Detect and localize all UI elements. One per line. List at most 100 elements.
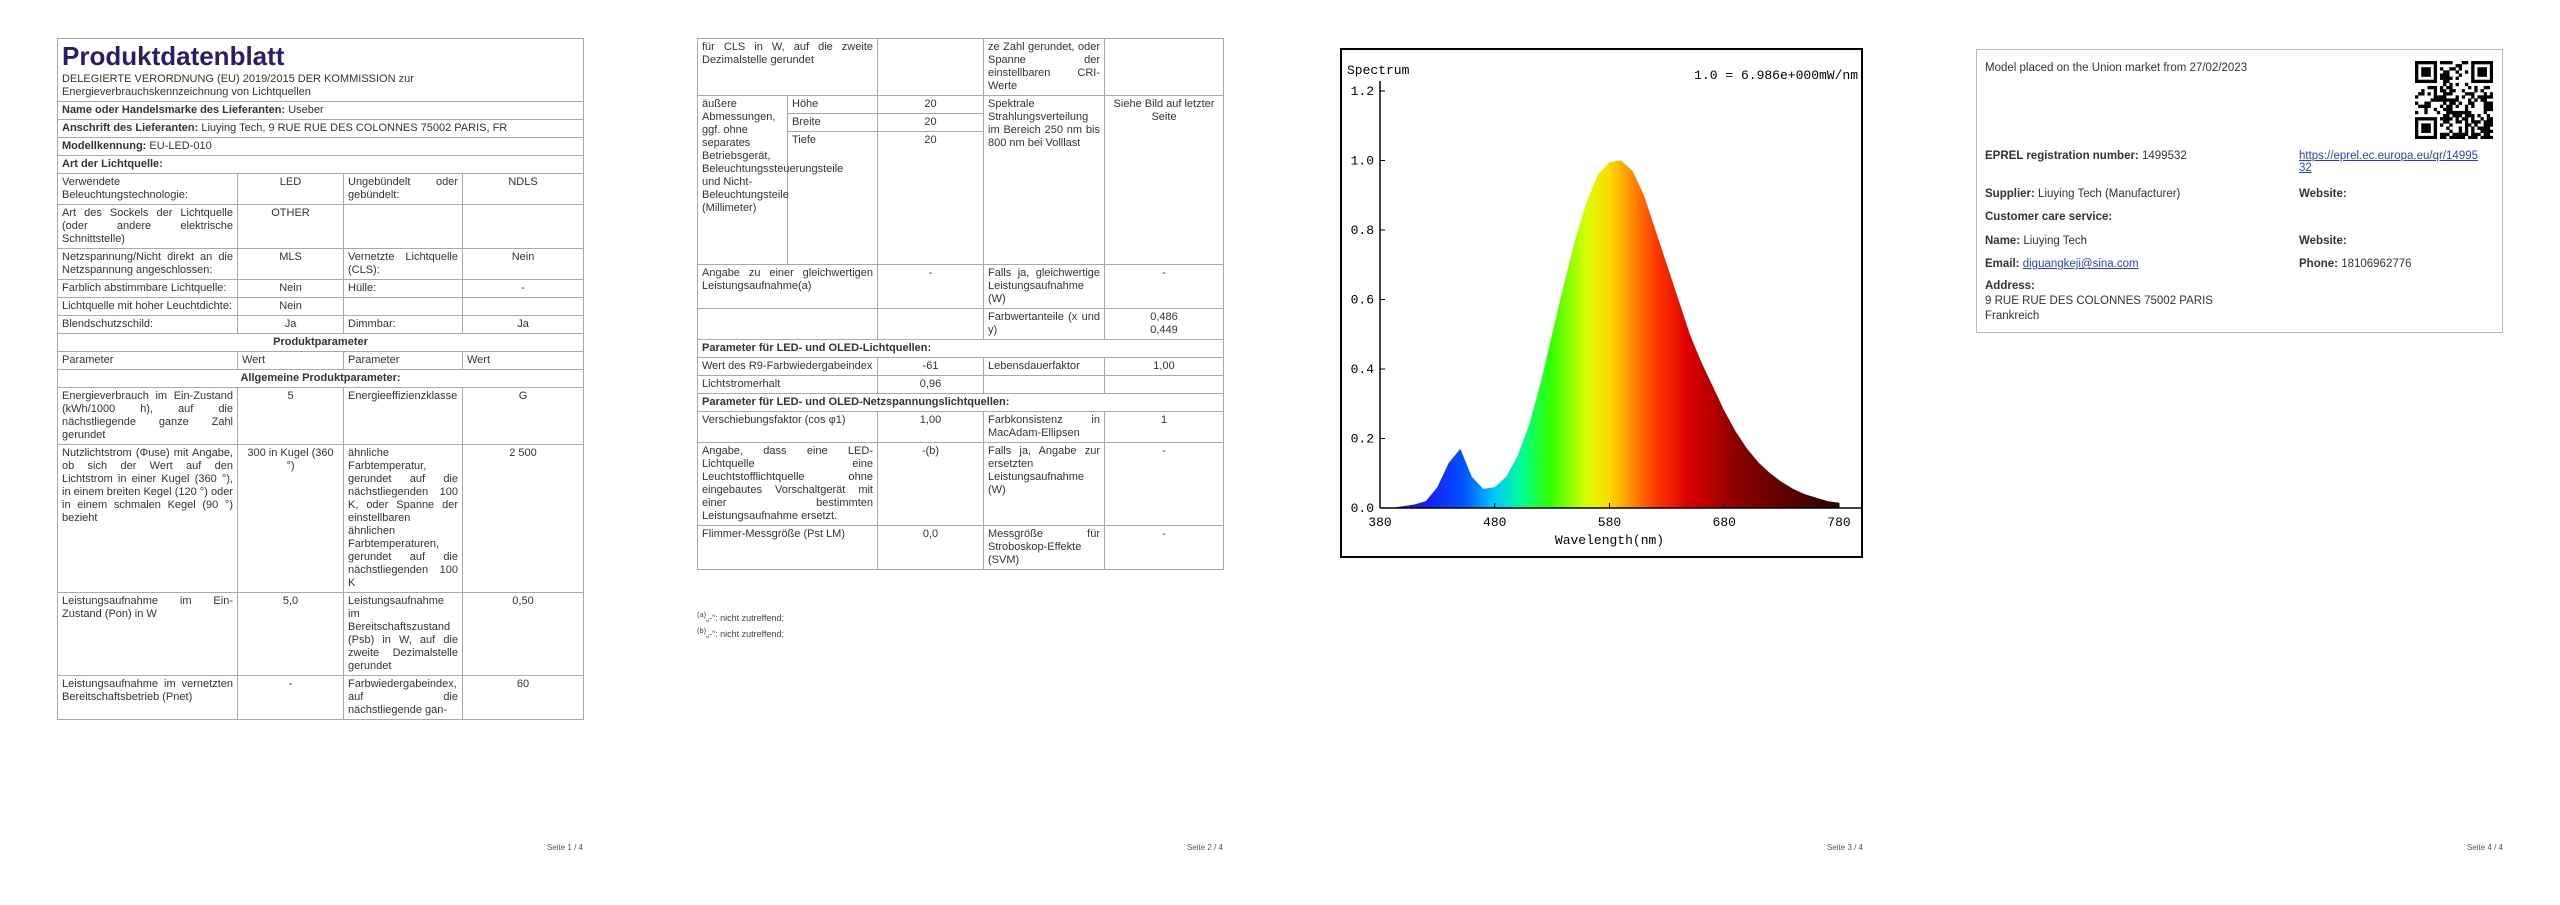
qr-module <box>2461 89 2466 93</box>
qr-module <box>2458 64 2462 68</box>
qr-module <box>2427 79 2431 84</box>
qr-module <box>2489 61 2493 65</box>
qr-module <box>2415 135 2419 139</box>
qr-module <box>2464 70 2469 74</box>
qr-module <box>2486 117 2491 121</box>
qr-module <box>2468 114 2472 118</box>
footnote: (a)„-“: nicht zutreffend; <box>697 610 784 623</box>
page-clip: Produktdatenblatt DELEGIERTE VERORDNUNG (… <box>57 38 584 836</box>
qr-module <box>2446 79 2450 84</box>
table-cell: - <box>1104 525 1224 570</box>
label: Phone: <box>2299 258 2338 270</box>
qr-module <box>2486 95 2491 99</box>
qr-module <box>2443 61 2447 65</box>
qr-module <box>2446 61 2450 65</box>
qr-module <box>2446 73 2450 77</box>
qr-module <box>2471 129 2475 133</box>
qr-module <box>2443 117 2447 121</box>
qr-module <box>2421 61 2425 65</box>
qr-module <box>2433 123 2438 127</box>
qr-module <box>2455 95 2459 99</box>
table-row: Parameter für LED- und OLED-Lichtquellen… <box>697 339 1224 358</box>
table-row: Netzspannung/Nicht direkt an die Netzspa… <box>57 248 584 280</box>
qr-module <box>2424 79 2428 84</box>
qr-module <box>2471 135 2475 139</box>
info-cell: Name oder Handelsmarke des Lieferanten: … <box>57 101 584 120</box>
qr-module <box>2424 123 2428 127</box>
qr-module <box>2424 73 2428 77</box>
qr-module <box>2449 123 2453 127</box>
qr-module <box>2433 120 2438 124</box>
qr-module <box>2421 79 2425 84</box>
qr-module <box>2458 114 2462 118</box>
qr-module <box>2427 101 2431 105</box>
table-cell <box>343 297 463 316</box>
qr-module <box>2483 85 2487 90</box>
qr-module <box>2415 76 2419 80</box>
qr-module <box>2489 107 2493 112</box>
table-row: Energieverbrauch im Ein-Zustand (kWh/100… <box>57 387 584 445</box>
qr-module <box>2468 98 2472 102</box>
qr-module <box>2477 132 2481 137</box>
qr-module <box>2418 79 2422 84</box>
table-row: Art der Lichtquelle: <box>57 155 584 174</box>
table-cell: 20 <box>877 95 984 114</box>
qr-module <box>2424 107 2428 112</box>
header-cell: Produktdatenblatt DELEGIERTE VERORDNUNG (… <box>57 38 584 102</box>
qr-module <box>2449 107 2453 112</box>
qr-module <box>2474 61 2478 65</box>
qr-module <box>2464 92 2469 96</box>
qr-module <box>2424 61 2428 65</box>
qr-module <box>2421 129 2425 133</box>
qr-module <box>2433 89 2438 93</box>
table-cell: Parameter für LED- und OLED-Lichtquellen… <box>697 339 1224 358</box>
qr-module <box>2486 85 2491 90</box>
table-cell: G <box>461 387 584 445</box>
qr-module <box>2449 82 2453 87</box>
qr-module <box>2452 101 2456 105</box>
footnote-mark: (b) <box>697 626 707 635</box>
qr-module <box>2449 117 2453 121</box>
table-cell: - <box>1104 442 1224 526</box>
table-cell: Wert <box>237 351 344 370</box>
qr-module <box>2480 89 2484 93</box>
qr-module <box>2427 61 2431 65</box>
cell-line: 0,486 <box>1150 311 1178 323</box>
qr-module <box>2443 107 2447 112</box>
qr-module <box>2464 129 2469 133</box>
qr-module <box>2446 76 2450 80</box>
qr-module <box>2458 126 2462 130</box>
table-cell: - <box>1104 264 1224 309</box>
table-cell: Wert des R9-Farbwiedergabeindex <box>697 357 878 376</box>
x-tick-label: 580 <box>1598 515 1621 530</box>
qr-module <box>2483 129 2487 133</box>
qr-module <box>2483 70 2487 74</box>
care-phone: Phone: 18106962776 <box>2299 258 2412 270</box>
table-row: Verschiebungsfaktor (cos φ1) 1,00 Farbkons… <box>697 411 1224 443</box>
qr-module <box>2449 104 2453 108</box>
table-cell <box>697 308 878 340</box>
qr-module <box>2446 132 2450 137</box>
qr-module <box>2458 110 2462 115</box>
x-axis-label: Wavelength(nm) <box>1555 533 1664 548</box>
table-cell: OTHER <box>237 204 344 249</box>
eprel-link[interactable]: https://eprel.ec.europa.eu/qr/1499532 <box>2299 150 2479 174</box>
table-cell <box>461 297 584 316</box>
qr-module <box>2483 107 2487 112</box>
table-cell: Energieeffizienzklasse <box>343 387 463 445</box>
value: 18106962776 <box>2341 258 2412 270</box>
qr-module <box>2458 132 2462 137</box>
qr-module <box>2415 67 2419 71</box>
qr-module <box>2421 123 2425 127</box>
table-row: Angabe zu einer gleichwertigen Leistungs… <box>697 264 1224 309</box>
eprel-number: EPREL registration number: 1499532 <box>1985 150 2187 162</box>
spectrum-area <box>1380 160 1839 508</box>
qr-module <box>2427 85 2431 90</box>
qr-module <box>2418 92 2422 96</box>
qr-module <box>2430 135 2434 139</box>
qr-module <box>2486 120 2491 124</box>
value[interactable]: diguangkeji@sina.com <box>2022 258 2139 270</box>
qr-module <box>2471 101 2475 105</box>
qr-module <box>2418 104 2422 108</box>
